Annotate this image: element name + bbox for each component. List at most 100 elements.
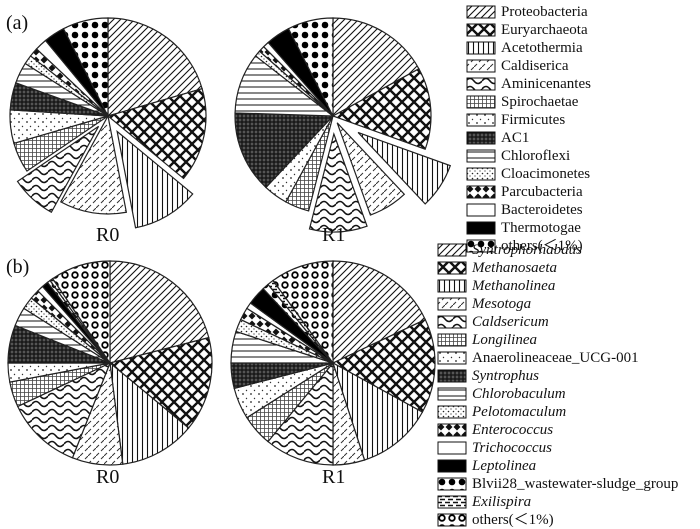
pie-label-a-r1: R1 bbox=[322, 224, 346, 246]
panel-label-b: (b) bbox=[6, 256, 30, 278]
legend-item-acetothermia: Acetothermia bbox=[466, 39, 591, 57]
legend-label: Chloroflexi bbox=[501, 148, 571, 164]
legend-label: Parcubacteria bbox=[501, 184, 583, 200]
pie-slice-a-r1-euryarchaeota bbox=[331, 67, 432, 150]
legend-label: Blvii28_wastewater-sludge_group bbox=[472, 476, 679, 492]
panel-label-a: (a) bbox=[6, 12, 29, 34]
legend-item-anaerolineaceae-ucg-001: Anaerolineaceae_UCG-001 bbox=[437, 349, 678, 367]
legend-label: Trichococcus bbox=[472, 440, 552, 456]
legend-item-methanolinea: Methanolinea bbox=[437, 277, 678, 295]
legend-label: Acetothermia bbox=[501, 40, 583, 56]
legend-item-parcubacteria: Parcubacteria bbox=[466, 183, 591, 201]
pie-slice-a-r1-aminicenantes bbox=[308, 131, 368, 233]
legend-label: Euryarchaeota bbox=[501, 22, 588, 38]
legend-swatch-leptolinea bbox=[437, 459, 467, 473]
legend-item-others-1: others(＜1%) bbox=[466, 237, 591, 255]
pie-slice-b-r1-methanolinea bbox=[331, 361, 424, 461]
legend-item-syntrophus: Syntrophus bbox=[437, 367, 678, 385]
legend-label: Longilinea bbox=[472, 332, 538, 348]
legend-item-proteobacteria: Proteobacteria bbox=[466, 3, 591, 21]
pie-slice-b-r1-syntrophorhabdus bbox=[332, 260, 427, 364]
legend-panel-b: Syntrophorhabdus Methanosaeta Methanolinea… bbox=[437, 241, 678, 529]
legend-item-mesotoga: Mesotoga bbox=[437, 295, 678, 313]
pie-slice-a-r0-euryarchaeota bbox=[106, 87, 207, 180]
legend-item-euryarchaeota: Euryarchaeota bbox=[466, 21, 591, 39]
pie-label-b-r1: R1 bbox=[322, 466, 346, 488]
legend-swatch-blvii28-wastewater-sludge-group bbox=[437, 477, 467, 491]
pie-slice-b-r0-methanosaeta bbox=[108, 336, 213, 429]
legend-swatch-acetothermia bbox=[466, 41, 496, 55]
legend-swatch-longilinea bbox=[437, 333, 467, 347]
legend-label: Caldiserica bbox=[501, 58, 569, 74]
legend-label: Leptolinea bbox=[472, 458, 537, 474]
pie-slice-a-r1-proteobacteria bbox=[332, 17, 420, 118]
pie-slice-a-r1-others-1 bbox=[287, 17, 334, 117]
legend-item-caldsericum: Caldsericum bbox=[437, 313, 678, 331]
legend-label: others(＜1%) bbox=[501, 238, 583, 254]
legend-item-aminicenantes: Aminicenantes bbox=[466, 75, 591, 93]
legend-item-exilispira: Exilispira bbox=[437, 493, 678, 511]
legend-label: Pelotomaculum bbox=[472, 404, 567, 420]
legend-item-pelotomaculum: Pelotomaculum bbox=[437, 403, 678, 421]
legend-swatch-parcubacteria bbox=[466, 185, 496, 199]
legend-item-thermotogae: Thermotogae bbox=[466, 219, 591, 237]
legend-label: Anaerolineaceae_UCG-001 bbox=[472, 350, 639, 366]
legend-label: Methanolinea bbox=[472, 278, 556, 294]
legend-label: Thermotogae bbox=[501, 220, 581, 236]
pie-slice-a-r1-ac1 bbox=[234, 112, 335, 189]
pie-slice-b-r1-caldsericum bbox=[267, 361, 334, 466]
legend-swatch-caldsericum bbox=[437, 315, 467, 329]
legend-label: Exilispira bbox=[472, 494, 532, 510]
legend-swatch-others-1 bbox=[466, 239, 496, 253]
legend-swatch-aminicenantes bbox=[466, 77, 496, 91]
pie-slice-a-r0-aminicenantes bbox=[16, 125, 100, 214]
legend-swatch-thermotogae bbox=[466, 221, 496, 235]
legend-swatch-trichococcus bbox=[437, 441, 467, 455]
legend-label: AC1 bbox=[501, 130, 530, 146]
legend-label: Bacteroidetes bbox=[501, 202, 583, 218]
pie-slice-b-r0-methanolinea bbox=[109, 361, 190, 465]
legend-swatch-caldiserica bbox=[466, 59, 496, 73]
legend-swatch-syntrophus bbox=[437, 369, 467, 383]
legend-swatch-proteobacteria bbox=[466, 5, 496, 19]
legend-item-blvii28-wastewater-sludge-group: Blvii28_wastewater-sludge_group bbox=[437, 475, 678, 493]
legend-swatch-spirochaetae bbox=[466, 95, 496, 109]
pie-slice-b-r0-others-1 bbox=[51, 260, 111, 365]
pie-slice-b-r1-others-1 bbox=[272, 260, 334, 365]
legend-swatch-euryarchaeota bbox=[466, 23, 496, 37]
legend-label: Syntrophorhabdus bbox=[472, 242, 583, 258]
legend-item-trichococcus: Trichococcus bbox=[437, 439, 678, 457]
pie-slice-b-r0-caldsericum bbox=[16, 361, 112, 459]
pie-slice-a-r1-acetothermia bbox=[357, 131, 452, 205]
legend-label: others(＜1%) bbox=[472, 512, 554, 528]
legend-swatch-methanolinea bbox=[437, 279, 467, 293]
pie-slice-a-r0-proteobacteria bbox=[107, 17, 203, 117]
legend-label: Caldsericum bbox=[472, 314, 549, 330]
legend-swatch-methanosaeta bbox=[437, 261, 467, 275]
pie-slice-a-r0-caldiserica bbox=[59, 114, 128, 215]
legend-item-cloacimonetes: Cloacimonetes bbox=[466, 165, 591, 183]
legend-label: Aminicenantes bbox=[501, 76, 591, 92]
legend-swatch-chlorobaculum bbox=[437, 387, 467, 401]
pie-label-a-r0: R0 bbox=[96, 224, 120, 246]
legend-swatch-pelotomaculum bbox=[437, 405, 467, 419]
legend-item-others-1: others(＜1%) bbox=[437, 511, 678, 529]
pie-slice-a-r1-caldiserica bbox=[336, 122, 406, 216]
legend-item-bacteroidetes: Bacteroidetes bbox=[466, 201, 591, 219]
legend-item-enterococcus: Enterococcus bbox=[437, 421, 678, 439]
pie-slice-b-r0-syntrophorhabdus bbox=[109, 260, 210, 364]
legend-item-chlorobaculum: Chlorobaculum bbox=[437, 385, 678, 403]
pie-layer bbox=[7, 17, 452, 466]
legend-swatch-enterococcus bbox=[437, 423, 467, 437]
legend-swatch-others-1 bbox=[437, 513, 467, 527]
legend-item-chloroflexi: Chloroflexi bbox=[466, 147, 591, 165]
pie-slice-a-r0-acetothermia bbox=[116, 129, 194, 229]
legend-swatch-ac1 bbox=[466, 131, 496, 145]
legend-swatch-cloacimonetes bbox=[466, 167, 496, 181]
pie-charts-canvas bbox=[7, 17, 452, 466]
legend-item-caldiserica: Caldiserica bbox=[466, 57, 591, 75]
legend-item-methanosaeta: Methanosaeta bbox=[437, 259, 678, 277]
legend-swatch-bacteroidetes bbox=[466, 203, 496, 217]
legend-swatch-anaerolineaceae-ucg-001 bbox=[437, 351, 467, 365]
legend-label: Methanosaeta bbox=[472, 260, 557, 276]
